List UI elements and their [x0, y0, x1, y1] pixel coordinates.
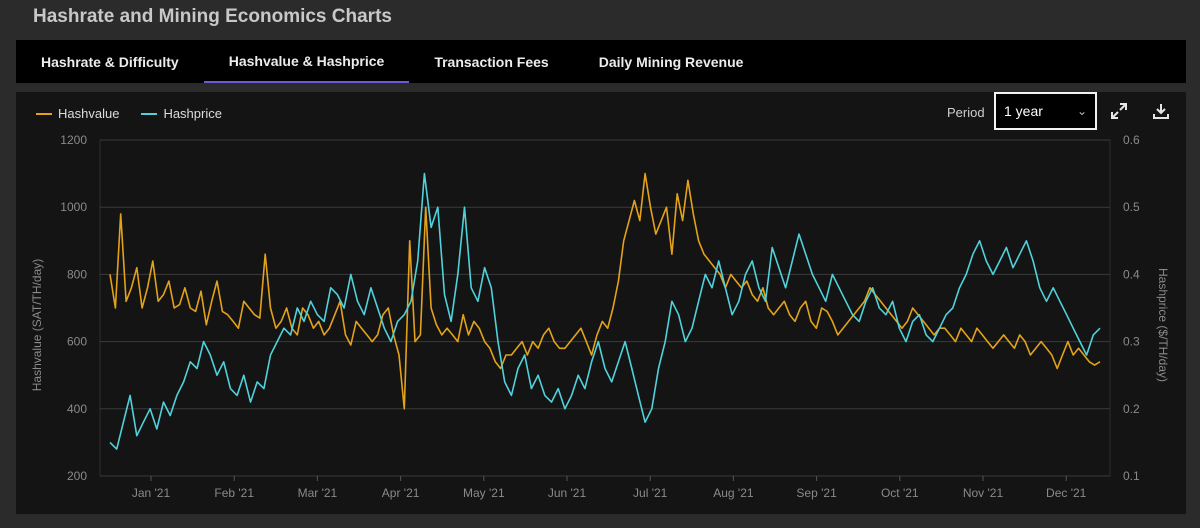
y-tick-label-right: 0.5 — [1123, 200, 1140, 214]
y-tick-label-left: 1000 — [60, 200, 87, 214]
y-tick-label-left: 800 — [67, 267, 87, 281]
y-tick-label-left: 400 — [67, 402, 87, 416]
legend-swatch-hashvalue — [36, 112, 52, 115]
series-layer — [109, 172, 1101, 450]
tab-hashrate-difficulty[interactable]: Hashrate & Difficulty — [41, 53, 179, 70]
chart-tabs: Hashrate & Difficulty Hashvalue & Hashpr… — [16, 40, 1186, 83]
x-tick-label: Oct '21 — [881, 486, 919, 500]
x-tick-label: Sep '21 — [796, 486, 837, 500]
download-button[interactable] — [1150, 100, 1172, 122]
x-tick-label: Apr '21 — [382, 486, 420, 500]
legend-swatch-hashprice — [141, 112, 158, 115]
period-label: Period — [947, 105, 985, 120]
chevron-down-icon: ⌄ — [1076, 104, 1087, 118]
x-tick-label: Jul '21 — [633, 486, 668, 500]
period-select[interactable]: 1 year ⌄ — [994, 92, 1097, 130]
y-tick-label-right: 0.3 — [1123, 335, 1140, 349]
x-tick-label: Aug '21 — [713, 486, 754, 500]
axis-layer: 200 0.1 400 0.2 600 0.3 800 0.4 1000 0.5 1200 0.6 Ja… — [60, 133, 1140, 500]
y-tick-label-right: 0.6 — [1123, 133, 1140, 147]
x-tick-label: Mar '21 — [298, 486, 338, 500]
x-tick-label: Dec '21 — [1046, 486, 1087, 500]
chart-panel: Hashvalue Hashprice Period 1 year ⌄ 200 0… — [16, 92, 1186, 514]
legend-item-hashvalue[interactable]: Hashvalue — [36, 106, 119, 121]
expand-button[interactable] — [1108, 100, 1130, 122]
tab-hashvalue-hashprice[interactable]: Hashvalue & Hashprice — [203, 40, 410, 83]
y-tick-label-right: 0.1 — [1123, 469, 1140, 483]
y-tick-label-right: 0.4 — [1123, 267, 1140, 281]
legend-label-hashvalue: Hashvalue — [58, 106, 120, 121]
y-axis-label-left: Hashvalue (SAT/TH/day) — [30, 259, 44, 392]
x-tick-label: Jun '21 — [548, 486, 587, 500]
series-line-hashprice — [109, 172, 1101, 450]
expand-icon — [1111, 103, 1127, 119]
hashvalue-hashprice-chart: 200 0.1 400 0.2 600 0.3 800 0.4 1000 0.5 1200 0.6 Ja… — [30, 133, 1170, 500]
tab-daily-mining-revenue[interactable]: Daily Mining Revenue — [598, 53, 744, 70]
y-tick-label-left: 600 — [67, 335, 87, 349]
period-value: 1 year — [1004, 103, 1043, 119]
x-tick-label: May '21 — [463, 486, 505, 500]
y-tick-label-left: 200 — [67, 469, 87, 483]
plot-frame — [99, 139, 1111, 477]
page-title: Hashrate and Mining Economics Charts — [33, 6, 392, 27]
series-line-hashvalue — [109, 172, 1101, 410]
chart-legend: Hashvalue Hashprice — [36, 106, 222, 121]
legend-label-hashprice: Hashprice — [163, 106, 222, 121]
x-tick-label: Feb '21 — [214, 486, 254, 500]
legend-item-hashprice[interactable]: Hashprice — [141, 106, 222, 121]
y-tick-label-left: 1200 — [60, 133, 87, 147]
y-tick-label-right: 0.2 — [1123, 402, 1140, 416]
tab-transaction-fees[interactable]: Transaction Fees — [434, 53, 549, 70]
y-axis-label-right: Hashprice ($/TH/day) — [1156, 268, 1170, 382]
x-tick-label: Nov '21 — [963, 486, 1004, 500]
grid-layer — [99, 139, 1111, 477]
x-tick-label: Jan '21 — [132, 486, 171, 500]
download-icon — [1153, 104, 1169, 119]
